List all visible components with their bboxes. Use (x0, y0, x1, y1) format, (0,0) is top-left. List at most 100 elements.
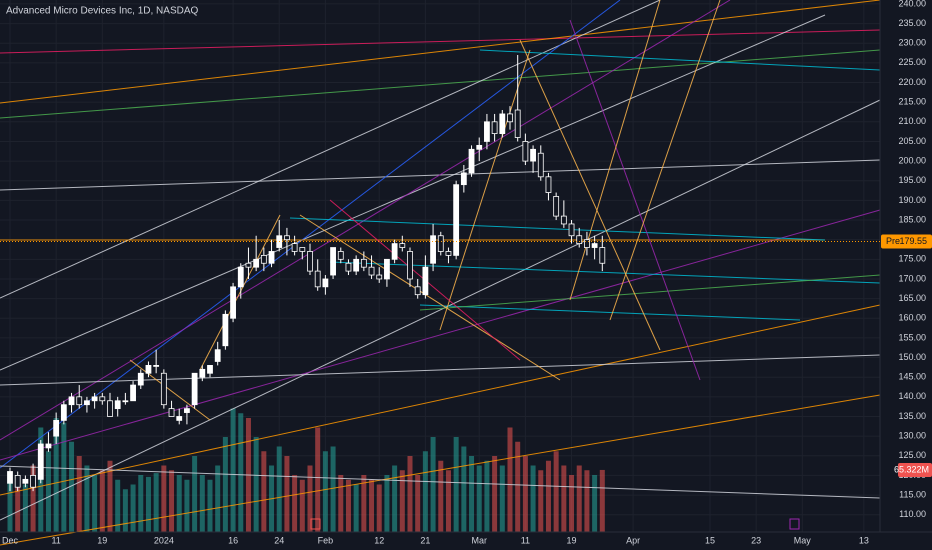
trend-line (0, 465, 881, 499)
candle-body (45, 443, 52, 449)
candle-body (22, 478, 29, 484)
candle-body (37, 443, 44, 480)
volume-bar (592, 475, 598, 532)
trend-line (129, 359, 211, 421)
volume-bar (515, 441, 521, 532)
candle-body (599, 247, 606, 264)
volume-bar (92, 475, 98, 532)
last-price-box (881, 234, 932, 249)
y-tick-label: 190.00 (898, 195, 926, 205)
volume-bar (522, 456, 528, 532)
candle-body (60, 404, 67, 421)
volume-bar (361, 475, 367, 532)
earnings-marker (789, 518, 800, 530)
volume-bar (315, 427, 321, 532)
candle-body (107, 400, 113, 417)
volume-bar (584, 470, 590, 532)
x-tick-label: Dec (2, 535, 19, 545)
candle-body (445, 251, 452, 256)
candle-body (560, 215, 567, 225)
x-tick-label: 16 (228, 535, 238, 545)
x-tick-label: 2024 (154, 535, 174, 545)
volume-bar (384, 475, 390, 532)
y-tick-label: 140.00 (898, 391, 926, 401)
candle-body (153, 365, 160, 367)
trend-line (609, 0, 721, 321)
trend-line (439, 49, 531, 331)
candle-body (484, 121, 490, 142)
candle-body (391, 243, 398, 260)
candle-body (7, 471, 13, 484)
candle-body (337, 251, 344, 260)
candle-body (260, 254, 267, 264)
candle-body (584, 239, 590, 248)
trend-line (0, 29, 881, 54)
volume-bar (169, 470, 175, 532)
x-tick-label: 13 (859, 535, 869, 545)
volume-bar (115, 479, 121, 532)
candle-body (453, 184, 460, 256)
trend-lines (0, 0, 881, 546)
candle-body (414, 286, 421, 296)
candle-body (222, 313, 229, 347)
volume-bar (230, 408, 236, 532)
volume-bar (192, 456, 198, 532)
volume-bar (184, 479, 190, 532)
y-tick-label: 160.00 (898, 313, 926, 323)
y-tick-label: 225.00 (898, 57, 926, 67)
candle-body (14, 475, 21, 488)
candle-body (307, 251, 313, 272)
candle-body (145, 365, 152, 374)
candle-body (399, 243, 406, 248)
volume-bar (199, 475, 205, 532)
candle-body (514, 109, 521, 138)
x-tick-label: 23 (751, 535, 761, 545)
candle-body (99, 396, 106, 402)
y-tick-label: 205.00 (898, 136, 926, 146)
y-tick-label: 130.00 (898, 431, 926, 441)
x-tick-label: 15 (705, 535, 715, 545)
trend-line (0, 0, 881, 104)
volume-bar (130, 484, 136, 532)
candle-body (537, 152, 544, 178)
trend-line (299, 214, 561, 381)
volume-bar (599, 469, 605, 532)
candle-body (507, 113, 513, 123)
candle-body (360, 258, 367, 268)
candle-body (168, 408, 175, 417)
last-price-tag: Pre (886, 236, 900, 246)
volume-bar (399, 470, 405, 532)
volume-bar (284, 456, 290, 532)
volume-bar (122, 489, 128, 532)
trend-line (0, 354, 881, 386)
volume-bar (438, 460, 444, 532)
y-tick-label: 230.00 (898, 38, 926, 48)
volume-bar (215, 465, 221, 532)
volume-bar (61, 422, 67, 532)
y-tick-label: 195.00 (898, 175, 926, 185)
volume-bar (176, 475, 182, 532)
volume-bar (45, 451, 51, 532)
x-tick-label: Apr (626, 535, 640, 545)
y-tick-label: 135.00 (898, 411, 926, 421)
volume-bar (576, 465, 582, 532)
candle-body (568, 223, 575, 237)
y-tick-label: 145.00 (898, 372, 926, 382)
candle-body (299, 247, 306, 252)
candle-body (437, 235, 444, 252)
candles (7, 55, 606, 492)
volume-bar (153, 473, 159, 532)
x-tick-label: May (794, 535, 812, 545)
candle-body (591, 243, 598, 248)
volume-bar (276, 446, 282, 532)
volume-bar (307, 465, 313, 532)
candle-body (499, 113, 506, 134)
candle-body (53, 420, 60, 437)
x-tick-label: 12 (374, 535, 384, 545)
candle-body (322, 278, 329, 288)
volume-bar (161, 465, 167, 532)
volume-bar (369, 479, 375, 532)
trend-line (0, 0, 621, 469)
candle-body (407, 251, 413, 280)
volume-bar (376, 484, 382, 532)
